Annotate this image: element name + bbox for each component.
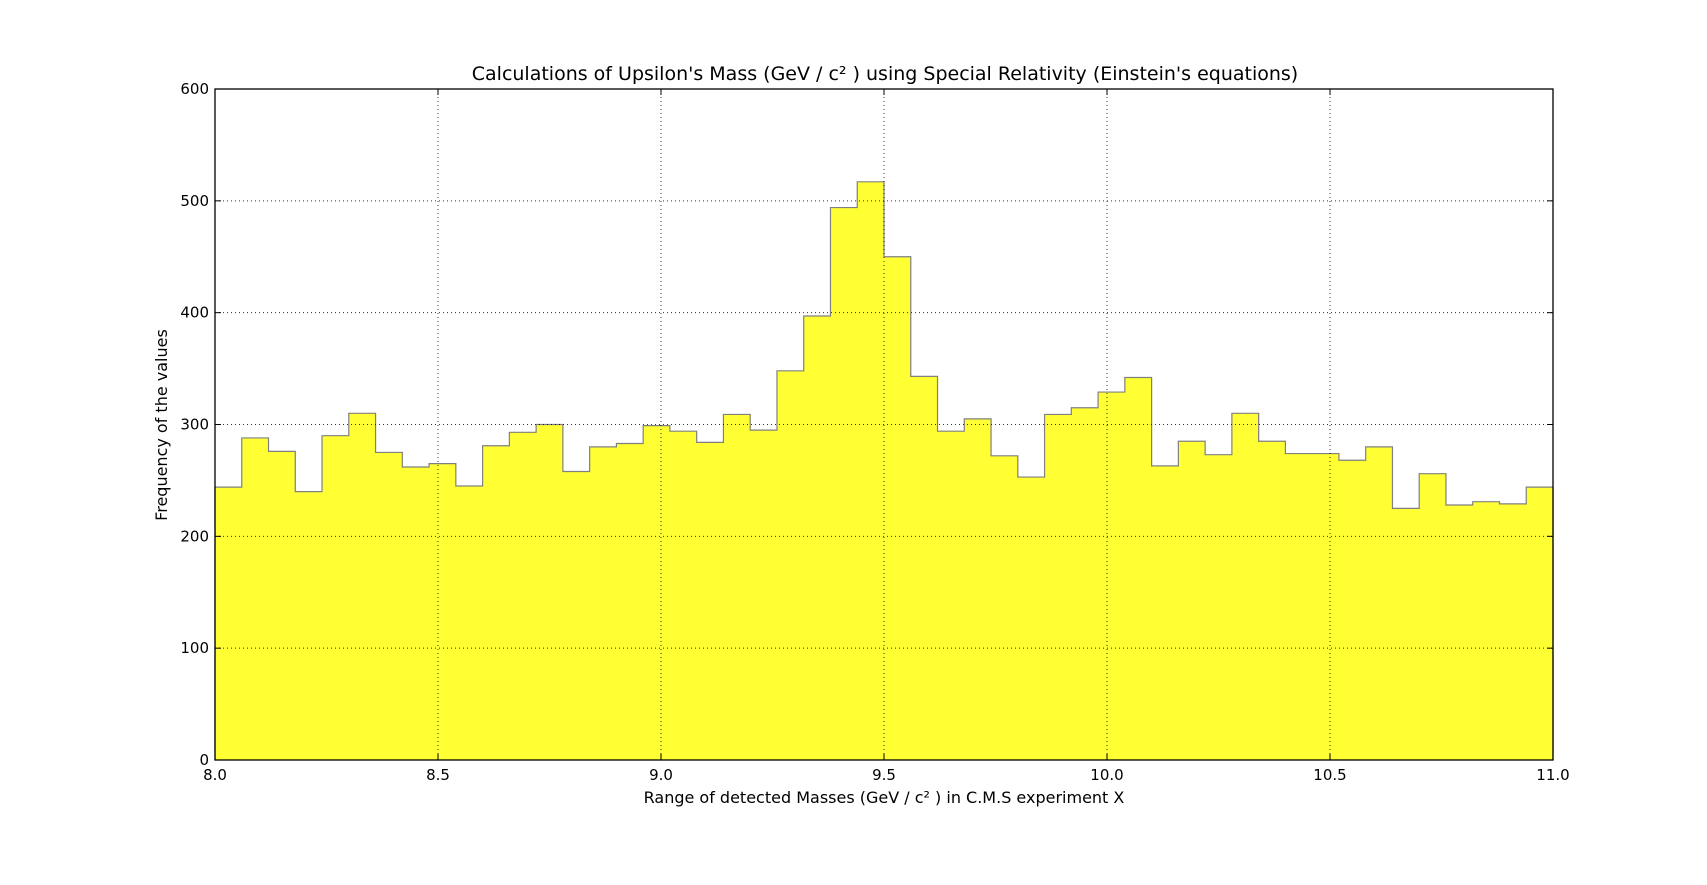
histogram-bar — [1205, 454, 1233, 760]
histogram-bar — [1124, 377, 1153, 760]
histogram-bar — [1178, 441, 1206, 760]
histogram-bar — [1071, 407, 1099, 760]
histogram-bar — [1258, 441, 1286, 760]
histogram-bar — [1151, 465, 1179, 760]
y-tick-label: 0 — [199, 751, 209, 769]
x-tick-label: 9.5 — [872, 766, 896, 784]
histogram-bar — [643, 425, 671, 760]
histogram-bar — [616, 443, 644, 760]
histogram-bar — [455, 486, 484, 760]
histogram-bar — [429, 463, 457, 760]
histogram-bar — [562, 471, 591, 760]
histogram-bar — [375, 452, 403, 760]
histogram-bar — [964, 418, 992, 760]
histogram-bar — [991, 455, 1019, 760]
x-tick-label: 10.5 — [1313, 766, 1346, 784]
x-tick-label: 8.0 — [203, 766, 227, 784]
histogram-bar — [1098, 392, 1126, 760]
y-axis-label: Frequency of the values — [152, 329, 171, 521]
histogram-bar — [1419, 473, 1447, 760]
histogram-bar — [241, 437, 270, 760]
histogram-bar — [482, 445, 510, 760]
histogram-bar — [1365, 446, 1394, 760]
y-tick-label: 500 — [180, 192, 209, 210]
histogram-bar — [1499, 503, 1527, 760]
histogram-bar — [1392, 508, 1420, 760]
histogram-bar — [1526, 487, 1554, 760]
histogram-bar — [589, 446, 617, 760]
histogram-bar — [1044, 414, 1072, 760]
histogram-bar — [776, 370, 805, 760]
histogram-bar — [857, 181, 885, 761]
histogram-bar — [803, 316, 832, 760]
histogram-bar — [1285, 453, 1313, 760]
y-axis-ticks: 0 100 200 300 400 500 600 — [180, 80, 1553, 769]
histogram-bar — [1231, 413, 1260, 760]
histogram-bar — [215, 487, 243, 760]
y-tick-label: 300 — [180, 416, 209, 434]
histogram-bar — [1312, 453, 1340, 760]
y-tick-label: 600 — [180, 80, 209, 98]
histogram-bar — [348, 413, 377, 760]
histogram-bar — [669, 431, 698, 760]
x-axis-label: Range of detected Masses (GeV / c² ) in … — [644, 788, 1125, 807]
x-tick-label: 9.0 — [649, 766, 673, 784]
histogram-bar — [402, 466, 430, 760]
histogram-bar — [723, 414, 751, 760]
histogram-bar — [295, 491, 323, 760]
histogram-bar — [1338, 460, 1367, 760]
x-tick-label: 11.0 — [1536, 766, 1569, 784]
histogram-bar — [884, 256, 912, 760]
x-tick-label: 8.5 — [426, 766, 450, 784]
histogram-bar — [509, 432, 537, 760]
histogram-bar — [750, 430, 778, 760]
histogram-bar — [322, 435, 350, 760]
histogram-bar — [268, 451, 296, 760]
histogram-bar — [830, 207, 858, 760]
histogram-bar — [696, 442, 725, 760]
histogram-bar — [536, 424, 564, 760]
y-tick-label: 400 — [180, 304, 209, 322]
y-tick-label: 100 — [180, 639, 209, 657]
histogram-bars — [215, 181, 1554, 761]
histogram-bar — [1445, 505, 1474, 760]
y-tick-label: 200 — [180, 527, 209, 545]
histogram-bar — [1472, 501, 1501, 760]
x-tick-label: 10.0 — [1090, 766, 1123, 784]
histogram-bar — [1017, 477, 1046, 760]
histogram-bar — [937, 431, 965, 760]
chart-title: Calculations of Upsilon's Mass (GeV / c²… — [472, 63, 1298, 85]
x-axis-ticks: 8.0 8.5 9.0 9.5 10.0 10.5 11.0 — [203, 89, 1570, 784]
histogram-bar — [910, 376, 939, 760]
